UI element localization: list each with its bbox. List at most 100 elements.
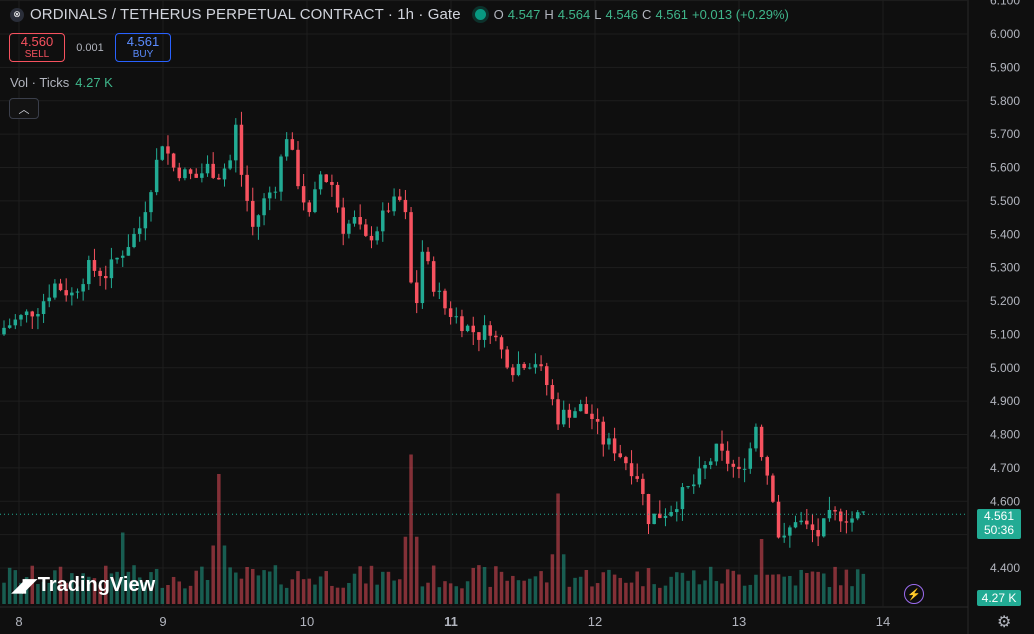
candle — [629, 463, 634, 477]
y-tick-label: 5.500 — [990, 194, 1020, 208]
candle — [556, 399, 560, 425]
candle — [833, 509, 837, 512]
candle — [663, 515, 668, 519]
volume-bar — [188, 585, 193, 604]
volume-bar — [19, 582, 23, 604]
market-status-icon[interactable] — [474, 9, 486, 20]
candle — [115, 257, 119, 260]
trade-panel: 4.560 SELL 0.001 4.561 BUY — [9, 33, 171, 62]
volume-bar — [748, 584, 753, 604]
candle — [482, 325, 487, 340]
volume-bar — [816, 571, 820, 604]
candle — [799, 520, 803, 523]
candle — [776, 501, 781, 538]
candle — [335, 184, 340, 208]
candle — [386, 210, 391, 212]
volume-bar — [528, 578, 532, 604]
exchange-icon[interactable]: ⊗ — [10, 7, 24, 22]
volume-bar — [822, 573, 826, 604]
candle — [652, 513, 656, 525]
volume-bar — [759, 539, 764, 604]
candle — [64, 290, 68, 296]
candle — [30, 311, 35, 317]
candle — [855, 512, 860, 519]
volume-bar — [262, 570, 266, 604]
volume-bar — [222, 545, 227, 604]
lightning-icon[interactable]: ⚡ — [904, 584, 924, 604]
candle — [697, 468, 702, 485]
volume-bar — [805, 572, 809, 604]
candle — [36, 314, 40, 317]
volume-bar — [663, 585, 668, 604]
candle — [19, 315, 23, 320]
volume-bar — [87, 576, 91, 604]
candle — [595, 419, 600, 422]
volume-bar — [714, 581, 719, 604]
y-tick-label: 5.900 — [990, 60, 1020, 74]
candle — [222, 168, 227, 180]
volume-bar — [533, 576, 538, 604]
volume-bar — [641, 586, 645, 604]
y-tick-label: 5.000 — [990, 361, 1020, 375]
candle — [528, 367, 532, 369]
candle — [601, 421, 606, 445]
candle — [53, 283, 57, 298]
tradingview-logo[interactable]: ◢◤ TradingView — [12, 574, 156, 596]
candle — [81, 284, 85, 292]
sell-button[interactable]: 4.560 SELL — [9, 33, 65, 62]
volume-bar — [279, 584, 283, 604]
volume-legend[interactable]: Vol · Ticks 4.27 K — [10, 75, 113, 90]
volume-bar — [471, 567, 476, 604]
candle — [352, 217, 357, 224]
volume-bar — [494, 566, 498, 604]
candle — [414, 282, 419, 304]
candle — [58, 283, 63, 291]
volume-bar — [375, 584, 379, 604]
buy-button[interactable]: 4.561 BUY — [115, 33, 171, 62]
candle — [426, 251, 430, 262]
volume-bar — [183, 588, 187, 604]
volume-bar — [36, 583, 40, 604]
candle — [731, 463, 736, 467]
volume-bar — [352, 573, 357, 604]
volume-bar — [211, 545, 215, 604]
volume-bar — [861, 573, 866, 604]
volume-bar — [47, 582, 51, 604]
candle — [754, 426, 758, 449]
candle — [624, 457, 628, 464]
ohlc-readout: O 4.547 H 4.564 L 4.546 C 4.561 +0.013 (+0.2… — [493, 7, 789, 22]
y-tick-label: 4.600 — [990, 494, 1020, 508]
candle — [262, 198, 266, 216]
volume-bar — [409, 454, 413, 604]
settings-gear-icon[interactable]: ⚙ — [997, 614, 1012, 631]
candle — [810, 524, 815, 531]
volume-bar — [601, 572, 606, 604]
candle — [759, 426, 764, 458]
candle — [273, 191, 278, 193]
candle — [47, 297, 51, 302]
y-tick-label: 4.400 — [990, 561, 1020, 575]
candle — [827, 509, 832, 519]
volume-bar — [24, 576, 29, 604]
collapse-legend-button[interactable]: ︿ — [9, 98, 39, 119]
candle — [437, 290, 442, 292]
symbol-title[interactable]: ORDINALS / TETHERUS PERPETUAL CONTRACT ·… — [30, 6, 461, 23]
volume-bar — [420, 586, 425, 604]
volume-bar — [217, 474, 221, 604]
volume-bar — [737, 574, 741, 604]
candle — [742, 468, 747, 470]
candle — [92, 260, 97, 271]
candle — [330, 182, 334, 185]
volume-bar — [296, 571, 300, 604]
candle — [737, 466, 741, 469]
volume-bar — [448, 583, 453, 604]
candle — [239, 124, 244, 175]
candle — [375, 231, 379, 241]
chevron-up-icon: ︿ — [18, 103, 30, 116]
candle — [578, 404, 583, 412]
volume-bar — [782, 576, 786, 604]
volume-bar — [556, 493, 560, 604]
candle — [838, 511, 843, 522]
candle — [505, 349, 509, 368]
